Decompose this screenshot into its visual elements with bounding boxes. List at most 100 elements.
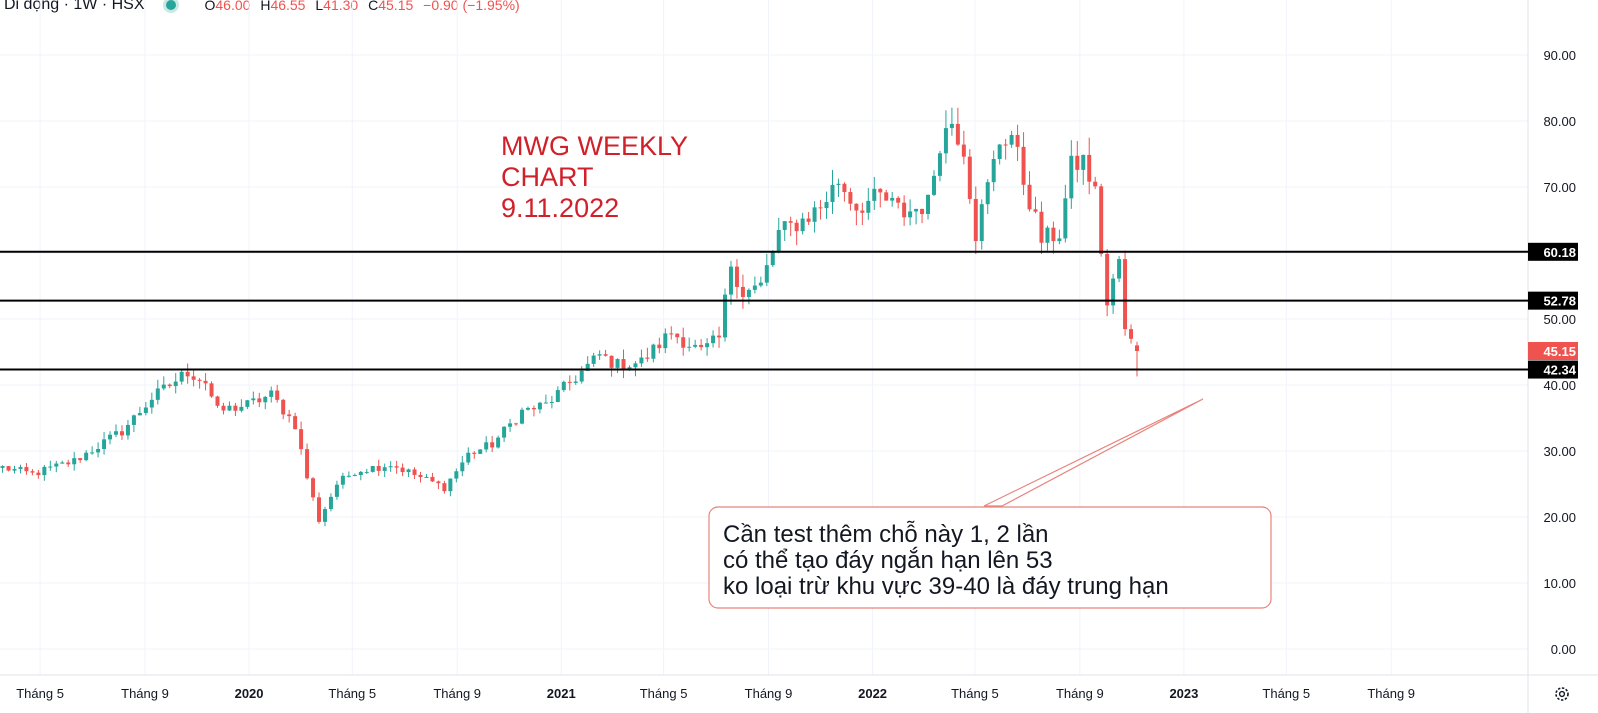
candle-body [1021, 146, 1026, 185]
candle-body [412, 469, 417, 475]
candle-body [251, 398, 256, 401]
candle-body [448, 478, 453, 492]
candle-body [346, 475, 351, 477]
candle-body [227, 405, 232, 411]
time-tick-label: Tháng 9 [433, 686, 481, 701]
candle-body [42, 466, 47, 476]
candle-body [1134, 345, 1139, 352]
candle-body [322, 509, 327, 522]
candle-body [854, 203, 859, 211]
candle-body [1015, 134, 1020, 147]
callout-text-line: ko loại trừ khu vực 39-40 là đáy trung h… [723, 573, 1169, 600]
candle-body [137, 412, 142, 416]
candle-body [1129, 329, 1134, 339]
candle-body [96, 449, 101, 453]
candle-body [609, 355, 614, 368]
candle-body [394, 466, 399, 468]
candle-body [890, 197, 895, 201]
time-tick-label: 2023 [1169, 686, 1198, 701]
candle-body [1069, 155, 1074, 199]
candle-body [281, 399, 286, 415]
symbol-title[interactable]: i Di động · 1W · HSX [0, 0, 145, 13]
candle-body [490, 442, 495, 448]
candle-body [800, 218, 805, 232]
price-tag-box [1528, 242, 1578, 261]
candle-body [1099, 186, 1104, 254]
candle-body [1123, 259, 1128, 330]
candle-body [734, 266, 739, 287]
price-tick-label: 70.00 [1543, 180, 1576, 195]
candle-body [197, 379, 202, 381]
candle-body [902, 202, 907, 218]
candle-body [179, 371, 184, 382]
candle-body [878, 188, 883, 193]
candle-body [573, 381, 578, 383]
candle-body [615, 359, 620, 368]
candle-body [1111, 278, 1116, 306]
price-tick-label: 90.00 [1543, 48, 1576, 63]
market-status-dot [166, 0, 177, 10]
candle-body [603, 354, 608, 356]
candle-body [167, 384, 172, 387]
candle-body [203, 380, 208, 384]
candle-body [860, 210, 865, 213]
candle-body [1027, 184, 1032, 210]
candle-body [937, 153, 942, 176]
settings-gear-icon[interactable] [1555, 687, 1569, 701]
candle-body [48, 466, 53, 468]
candle-body [520, 409, 525, 424]
last-price-tag: 45.15 [1528, 342, 1578, 361]
candle-body [848, 192, 853, 204]
time-axis: Tháng 5 Tháng 9 2020 Tháng 5 Tháng 9 2021 Thán… [16, 686, 1415, 701]
annotation-title-line: CHART [501, 162, 594, 192]
candle-body [597, 354, 602, 356]
candle-body [376, 465, 381, 471]
candle-body [561, 381, 566, 391]
candle-body [681, 337, 686, 348]
candle-body [549, 402, 554, 404]
candle-body [752, 285, 757, 290]
candle-body [764, 265, 769, 283]
candle-body [651, 344, 656, 359]
gear-teeth [1555, 687, 1569, 701]
candle-body [645, 357, 650, 359]
candle-body [967, 156, 972, 199]
candle-body [72, 458, 77, 465]
candle-body [531, 407, 536, 410]
level-price-tag: 42.34 [1528, 360, 1578, 379]
candle-body [525, 407, 530, 410]
time-tick-label: 2022 [858, 686, 887, 701]
candle-body [621, 359, 626, 371]
candle-body [430, 476, 435, 482]
candle-body [24, 467, 29, 472]
candle-body [537, 402, 542, 410]
candle-body [358, 471, 363, 476]
price-axis: 0.0010.0020.0030.0040.0050.0060.0070.008… [1528, 48, 1578, 657]
time-tick-label: 2020 [235, 686, 264, 701]
candle-body [66, 462, 71, 465]
candle-body [997, 144, 1002, 159]
candle-body [382, 467, 387, 471]
candle-body [215, 396, 220, 406]
candle-body [943, 128, 948, 154]
candle-body [149, 399, 154, 408]
candle-body [746, 289, 751, 297]
candle-body [143, 407, 148, 413]
candle-body [78, 458, 83, 461]
candle-body [388, 466, 393, 468]
candle-body [1045, 227, 1050, 243]
candle-body [340, 475, 345, 485]
candle-body [1039, 211, 1044, 243]
candle-body [36, 472, 41, 476]
candle-body [782, 221, 787, 230]
gear-hub [1558, 690, 1566, 698]
price-tick-label: 10.00 [1543, 576, 1576, 591]
candle-body [693, 344, 698, 347]
candle-body [460, 462, 465, 472]
candle-body [185, 371, 190, 377]
price-tag-box [1528, 291, 1578, 310]
candle-body [931, 175, 936, 195]
level-price-tag: 52.78 [1528, 291, 1578, 310]
